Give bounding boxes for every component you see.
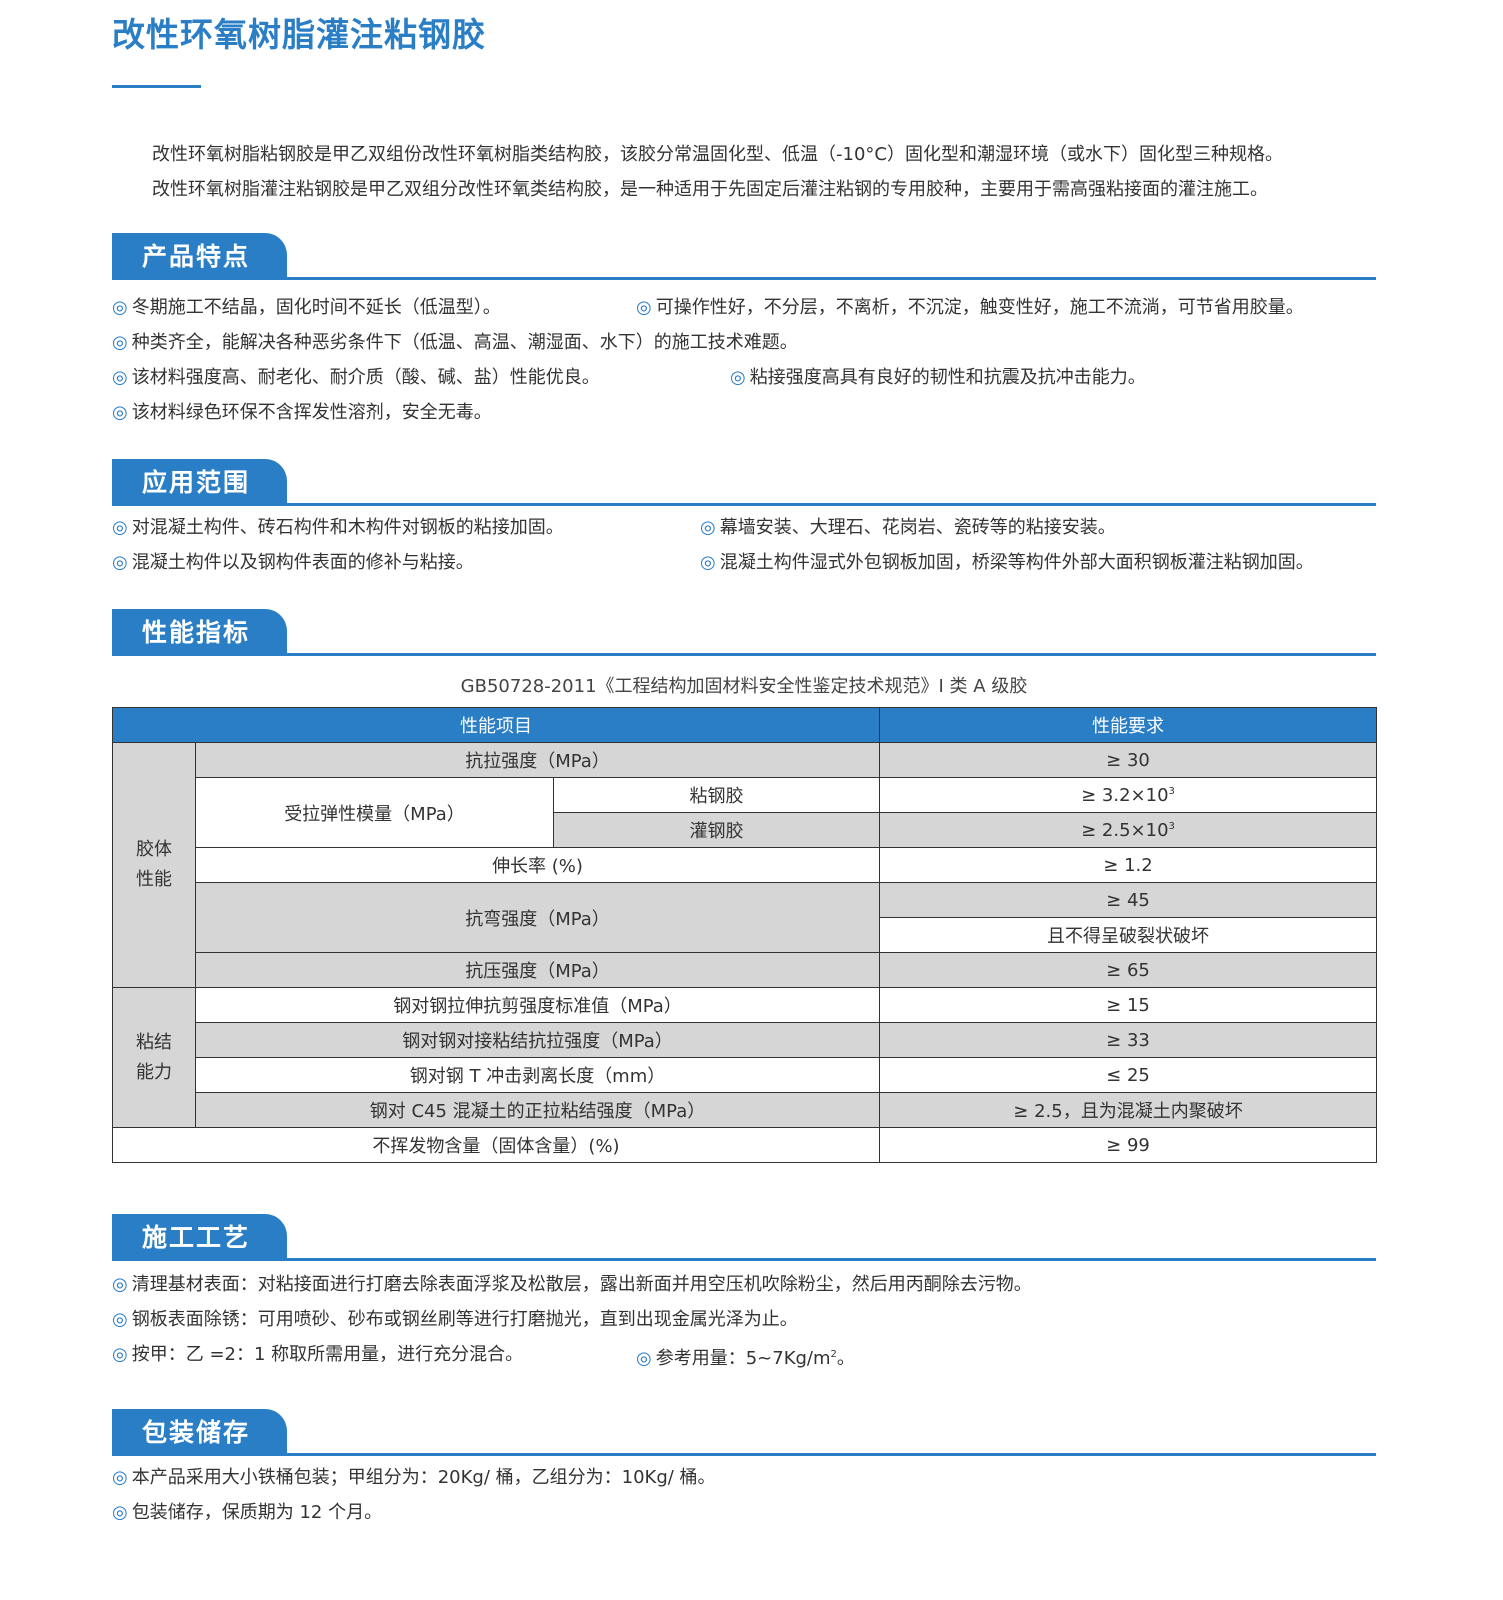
bullet-icon: ◎	[700, 552, 716, 573]
item-cell: 抗拉强度（MPa）	[194, 742, 881, 778]
item-cell: 钢对钢拉伸抗剪强度标准值（MPa）	[194, 987, 881, 1023]
section-header-application: 应用范围	[112, 459, 1376, 506]
list-item: ◎ 冬期施工不结晶，固化时间不延长（低温型）。	[112, 297, 501, 318]
list-item: ◎ 对混凝土构件、砖石构件和木构件对钢板的粘接加固。	[112, 517, 564, 538]
spec-table: 性能项目 性能要求 胶体性能 抗拉强度（MPa） ≥ 30 受拉弹性模量（MPa）…	[111, 707, 1378, 1163]
sub-item-cell: 粘钢胶	[552, 777, 881, 813]
intro-paragraph: 改性环氧树脂粘钢胶是甲乙双组份改性环氧树脂类结构胶，该胶分常温固化型、低温（-1…	[152, 144, 1283, 165]
item-cell: 钢对钢 T 冲击剥离长度（mm）	[194, 1057, 881, 1093]
intro-paragraph: 改性环氧树脂灌注粘钢胶是甲乙双组分改性环氧类结构胶，是一种适用于先固定后灌注粘钢…	[152, 179, 1268, 200]
group-label: 粘结能力	[112, 987, 196, 1128]
header-requirement: 性能要求	[879, 707, 1378, 743]
list-item: ◎ 包装储存，保质期为 12 个月。	[112, 1502, 383, 1523]
list-item: ◎ 该材料强度高、耐老化、耐介质（酸、碱、盐）性能优良。	[112, 367, 600, 388]
table-row: 受拉弹性模量（MPa） 粘钢胶 ≥ 3.2×103	[113, 777, 1378, 848]
table-row: 粘结能力 钢对钢拉伸抗剪强度标准值（MPa） ≥ 15	[112, 987, 1378, 1128]
req-cell: ≥ 45	[879, 882, 1378, 918]
bullet-icon: ◎	[112, 1502, 128, 1523]
section-title: 施工工艺	[112, 1214, 287, 1259]
table-row: 不挥发物含量（固体含量）(%) ≥ 99	[111, 1127, 1378, 1163]
list-item: ◎ 按甲：乙 =2：1 称取所需用量，进行充分混合。	[112, 1344, 524, 1365]
item-cell: 钢对 C45 混凝土的正拉粘结强度（MPa）	[194, 1092, 881, 1128]
req-cell: ≥ 1.2	[879, 847, 1378, 883]
table-row: 抗压强度（MPa） ≥ 65	[113, 952, 1378, 988]
table-row: 钢对钢 T 冲击剥离长度（mm） ≤ 25	[113, 1057, 1378, 1093]
item-cell: 伸长率 (%)	[194, 847, 881, 883]
table-row: 胶体性能 抗拉强度（MPa） ≥ 30	[112, 742, 1378, 988]
header-item: 性能项目	[111, 707, 881, 743]
table-caption: GB50728-2011《工程结构加固材料安全性鉴定技术规范》I 类 A 级胶	[460, 676, 1028, 697]
list-item: ◎ 种类齐全，能解决各种恶劣条件下（低温、高温、潮湿面、水下）的施工技术难题。	[112, 332, 798, 353]
req-cell: ≥ 3.2×103	[879, 777, 1378, 813]
title-underline	[112, 85, 201, 88]
section-header-process: 施工工艺	[112, 1214, 1376, 1261]
req-cell: ≥ 30	[879, 742, 1378, 778]
list-item: ◎ 可操作性好，不分层，不离析，不沉淀，触变性好，施工不流淌，可节省用胶量。	[636, 297, 1304, 318]
item-cell: 不挥发物含量（固体含量）(%)	[111, 1127, 881, 1163]
bullet-icon: ◎	[112, 367, 128, 388]
bullet-icon: ◎	[112, 517, 128, 538]
page-title: 改性环氧树脂灌注粘钢胶	[112, 15, 486, 54]
req-cell: ≥ 2.5×103	[879, 812, 1378, 848]
list-item: ◎ 混凝土构件以及钢构件表面的修补与粘接。	[112, 552, 474, 573]
bullet-icon: ◎	[636, 297, 652, 318]
item-cell: 抗弯强度（MPa）	[194, 882, 881, 953]
table-row: 抗弯强度（MPa） ≥ 45	[113, 882, 1378, 953]
list-item: ◎ 参考用量：5~7Kg/m2。	[636, 1348, 855, 1369]
table-row: 且不得呈破裂状破坏	[113, 917, 1378, 953]
sub-item-cell: 灌钢胶	[552, 812, 881, 848]
item-cell: 受拉弹性模量（MPa）	[195, 777, 554, 848]
req-cell: ≥ 99	[879, 1127, 1378, 1163]
section-title: 产品特点	[112, 233, 287, 278]
table-row: 灌钢胶 ≥ 2.5×103	[113, 812, 1378, 848]
list-item: ◎ 该材料绿色环保不含挥发性溶剂，安全无毒。	[112, 402, 492, 423]
list-item: ◎ 幕墙安装、大理石、花岗岩、瓷砖等的粘接安装。	[700, 517, 1116, 538]
list-item: ◎ 混凝土构件湿式外包钢板加固，桥梁等构件外部大面积钢板灌注粘钢加固。	[700, 552, 1314, 573]
item-cell: 钢对钢对接粘结抗拉强度（MPa）	[194, 1022, 881, 1058]
section-header-storage: 包装储存	[112, 1409, 1376, 1456]
list-item: ◎ 钢板表面除锈：可用喷砂、砂布或钢丝刷等进行打磨抛光，直到出现金属光泽为止。	[112, 1309, 798, 1330]
req-cell: ≥ 33	[879, 1022, 1378, 1058]
bullet-icon: ◎	[112, 297, 128, 318]
table-header-row: 性能项目 性能要求	[111, 707, 1378, 743]
list-item: ◎ 清理基材表面：对粘接面进行打磨去除表面浮浆及松散层，露出新面并用空压机吹除粉尘…	[112, 1274, 1032, 1295]
section-title: 包装储存	[112, 1409, 287, 1454]
section-title: 性能指标	[112, 609, 287, 654]
bullet-icon: ◎	[112, 1274, 128, 1295]
req-cell: 且不得呈破裂状破坏	[879, 917, 1378, 953]
bullet-icon: ◎	[112, 1344, 128, 1365]
section-header-performance: 性能指标	[112, 609, 1376, 656]
req-cell: ≥ 65	[879, 952, 1378, 988]
list-item: ◎ 本产品采用大小铁桶包装；甲组分为：20Kg/ 桶，乙组分为：10Kg/ 桶。	[112, 1467, 716, 1488]
table-row: 钢对 C45 混凝土的正拉粘结强度（MPa） ≥ 2.5，且为混凝土内聚破坏	[113, 1092, 1378, 1128]
section-header-features: 产品特点	[112, 233, 1376, 280]
bullet-icon: ◎	[112, 1309, 128, 1330]
bullet-icon: ◎	[112, 402, 128, 423]
bullet-icon: ◎	[636, 1348, 652, 1369]
group-label: 胶体性能	[112, 742, 196, 988]
table-row: 钢对钢对接粘结抗拉强度（MPa） ≥ 33	[113, 1022, 1378, 1058]
section-title: 应用范围	[112, 459, 287, 504]
req-cell: ≥ 2.5，且为混凝土内聚破坏	[879, 1092, 1378, 1128]
item-cell: 抗压强度（MPa）	[194, 952, 881, 988]
bullet-icon: ◎	[112, 1467, 128, 1488]
list-item: ◎ 粘接强度高具有良好的韧性和抗震及抗冲击能力。	[730, 367, 1146, 388]
bullet-icon: ◎	[112, 332, 128, 353]
bullet-icon: ◎	[730, 367, 746, 388]
bullet-icon: ◎	[700, 517, 716, 538]
req-cell: ≥ 15	[879, 987, 1378, 1023]
table-row: 伸长率 (%) ≥ 1.2	[113, 847, 1378, 883]
bullet-icon: ◎	[112, 552, 128, 573]
req-cell: ≤ 25	[879, 1057, 1378, 1093]
